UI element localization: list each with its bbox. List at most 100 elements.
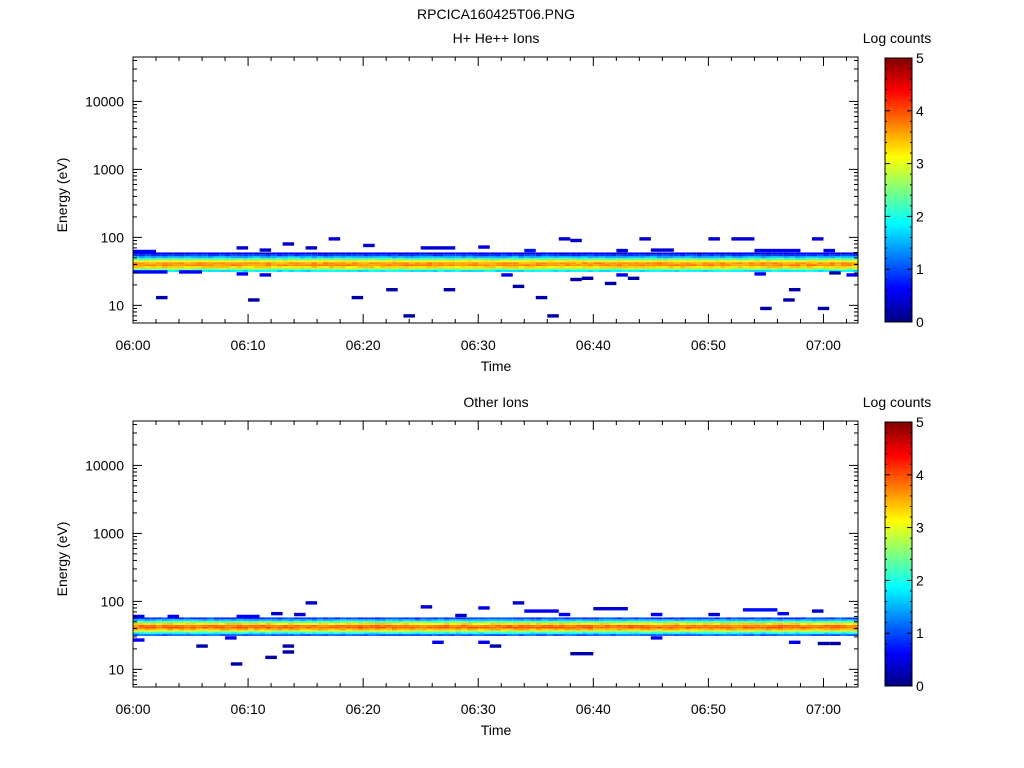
spectrogram-cell [645, 264, 651, 267]
spectrogram-cell [535, 632, 542, 635]
spectrogram-cell [409, 619, 415, 622]
spectrogram-cell [800, 626, 807, 629]
spectrogram-cell [426, 630, 433, 633]
spectrogram-cell [219, 628, 226, 631]
spectrogram-cell [725, 623, 732, 625]
spectrogram-cell [696, 630, 703, 633]
spectrogram-cell [328, 623, 335, 625]
spectrogram-cell [253, 632, 260, 635]
spectrogram-cell [673, 256, 680, 259]
spectrogram-cell [593, 252, 600, 255]
spectrogram-cell [696, 268, 703, 270]
spectrogram-cell [650, 256, 657, 259]
spectrogram-cell [846, 619, 853, 622]
spectrogram-cell [731, 632, 738, 635]
spectrogram-cell [754, 260, 761, 263]
spectrogram-cell [800, 270, 807, 272]
spectrogram-cell [340, 630, 346, 633]
spectrogram-cell [328, 268, 335, 270]
spectrogram-cell [305, 254, 312, 257]
spectrogram-cell [800, 268, 807, 270]
spectrogram-cell [213, 624, 220, 627]
spectrogram-cell [478, 258, 484, 261]
spectrogram-cell [823, 617, 830, 620]
spectrogram-cell [622, 632, 628, 635]
spectrogram-cell [547, 628, 554, 631]
spectrogram-cell [840, 632, 847, 635]
spectrogram-cell [322, 256, 329, 259]
spectrogram-cell [173, 270, 180, 272]
spectrogram-cell [846, 624, 853, 627]
spectrogram-cell [800, 264, 807, 267]
spectrogram-cell [414, 617, 421, 620]
spectrogram-cell [265, 621, 272, 623]
spectrogram-cell [144, 258, 151, 261]
spectrogram-cell [311, 264, 318, 267]
spectrogram-cell [748, 266, 755, 269]
spectrogram-cell [414, 266, 421, 269]
spectrogram-cell [610, 626, 617, 629]
spectrogram-cell [512, 601, 525, 605]
spectrogram-cell [328, 626, 335, 629]
spectrogram-cell [512, 284, 525, 289]
spectrogram-cell [771, 617, 778, 620]
spectrogram-cell [530, 260, 536, 263]
spectrogram-cell [633, 621, 640, 623]
spectrogram-cell [196, 256, 203, 259]
spectrogram-cell [403, 626, 410, 629]
spectrogram-cell [622, 268, 628, 270]
spectrogram-cell [213, 260, 220, 263]
spectrogram-cell [811, 632, 818, 635]
spectrogram-cell [547, 260, 554, 263]
spectrogram-cell [345, 266, 352, 269]
spectrogram-cell [478, 252, 484, 255]
spectrogram-cell [645, 630, 651, 633]
spectrogram-cell [368, 252, 375, 255]
spectrogram-cell [380, 628, 387, 631]
spectrogram-cell [282, 623, 289, 625]
spectrogram-cell [558, 262, 565, 265]
spectrogram-cell [673, 254, 680, 257]
spectrogram-cell [460, 617, 467, 620]
spectrogram-cell [184, 632, 191, 635]
spectrogram-cell [265, 632, 272, 635]
spectrogram-cell [817, 623, 824, 625]
spectrogram-cell [541, 268, 548, 270]
spectrogram-cell [305, 623, 312, 625]
spectrogram-cell [748, 624, 755, 627]
spectrogram-cell [719, 630, 726, 633]
spectrogram-cell [351, 617, 358, 620]
spectrogram-cell [622, 252, 628, 255]
spectrogram-cell [817, 619, 824, 622]
spectrogram-cell [610, 623, 617, 625]
spectrogram-cell [708, 630, 715, 633]
spectrogram-cell [276, 617, 283, 620]
spectrogram-cell [754, 632, 761, 635]
spectrogram-cell [449, 254, 456, 257]
spectrogram-cell [564, 634, 571, 636]
spectrogram-cell [622, 623, 628, 625]
spectrogram-cell [610, 630, 617, 633]
spectrogram-cell [622, 254, 628, 257]
spectrogram-cell [535, 252, 542, 255]
spectrogram-cell [288, 260, 295, 263]
spectrogram-cell [656, 268, 663, 270]
spectrogram-cell [817, 254, 824, 257]
spectrogram-cell [495, 260, 502, 263]
spectrogram-cell [495, 270, 502, 272]
spectrogram-cell [535, 295, 548, 300]
spectrogram-cell [760, 256, 766, 259]
spectrogram-cell [282, 650, 295, 654]
spectrogram-cell [282, 262, 289, 265]
spectrogram-cell [420, 254, 427, 257]
spectrogram-cell [668, 266, 674, 269]
spectrogram-cell [489, 630, 496, 633]
spectrogram-cell [420, 258, 427, 261]
spectrogram-cell [179, 623, 185, 625]
spectrogram-cell [196, 258, 203, 261]
spectrogram-cell [294, 619, 300, 622]
spectrogram-cell [184, 623, 191, 625]
spectrogram-cell [731, 626, 738, 629]
spectrogram-cell [656, 617, 663, 620]
